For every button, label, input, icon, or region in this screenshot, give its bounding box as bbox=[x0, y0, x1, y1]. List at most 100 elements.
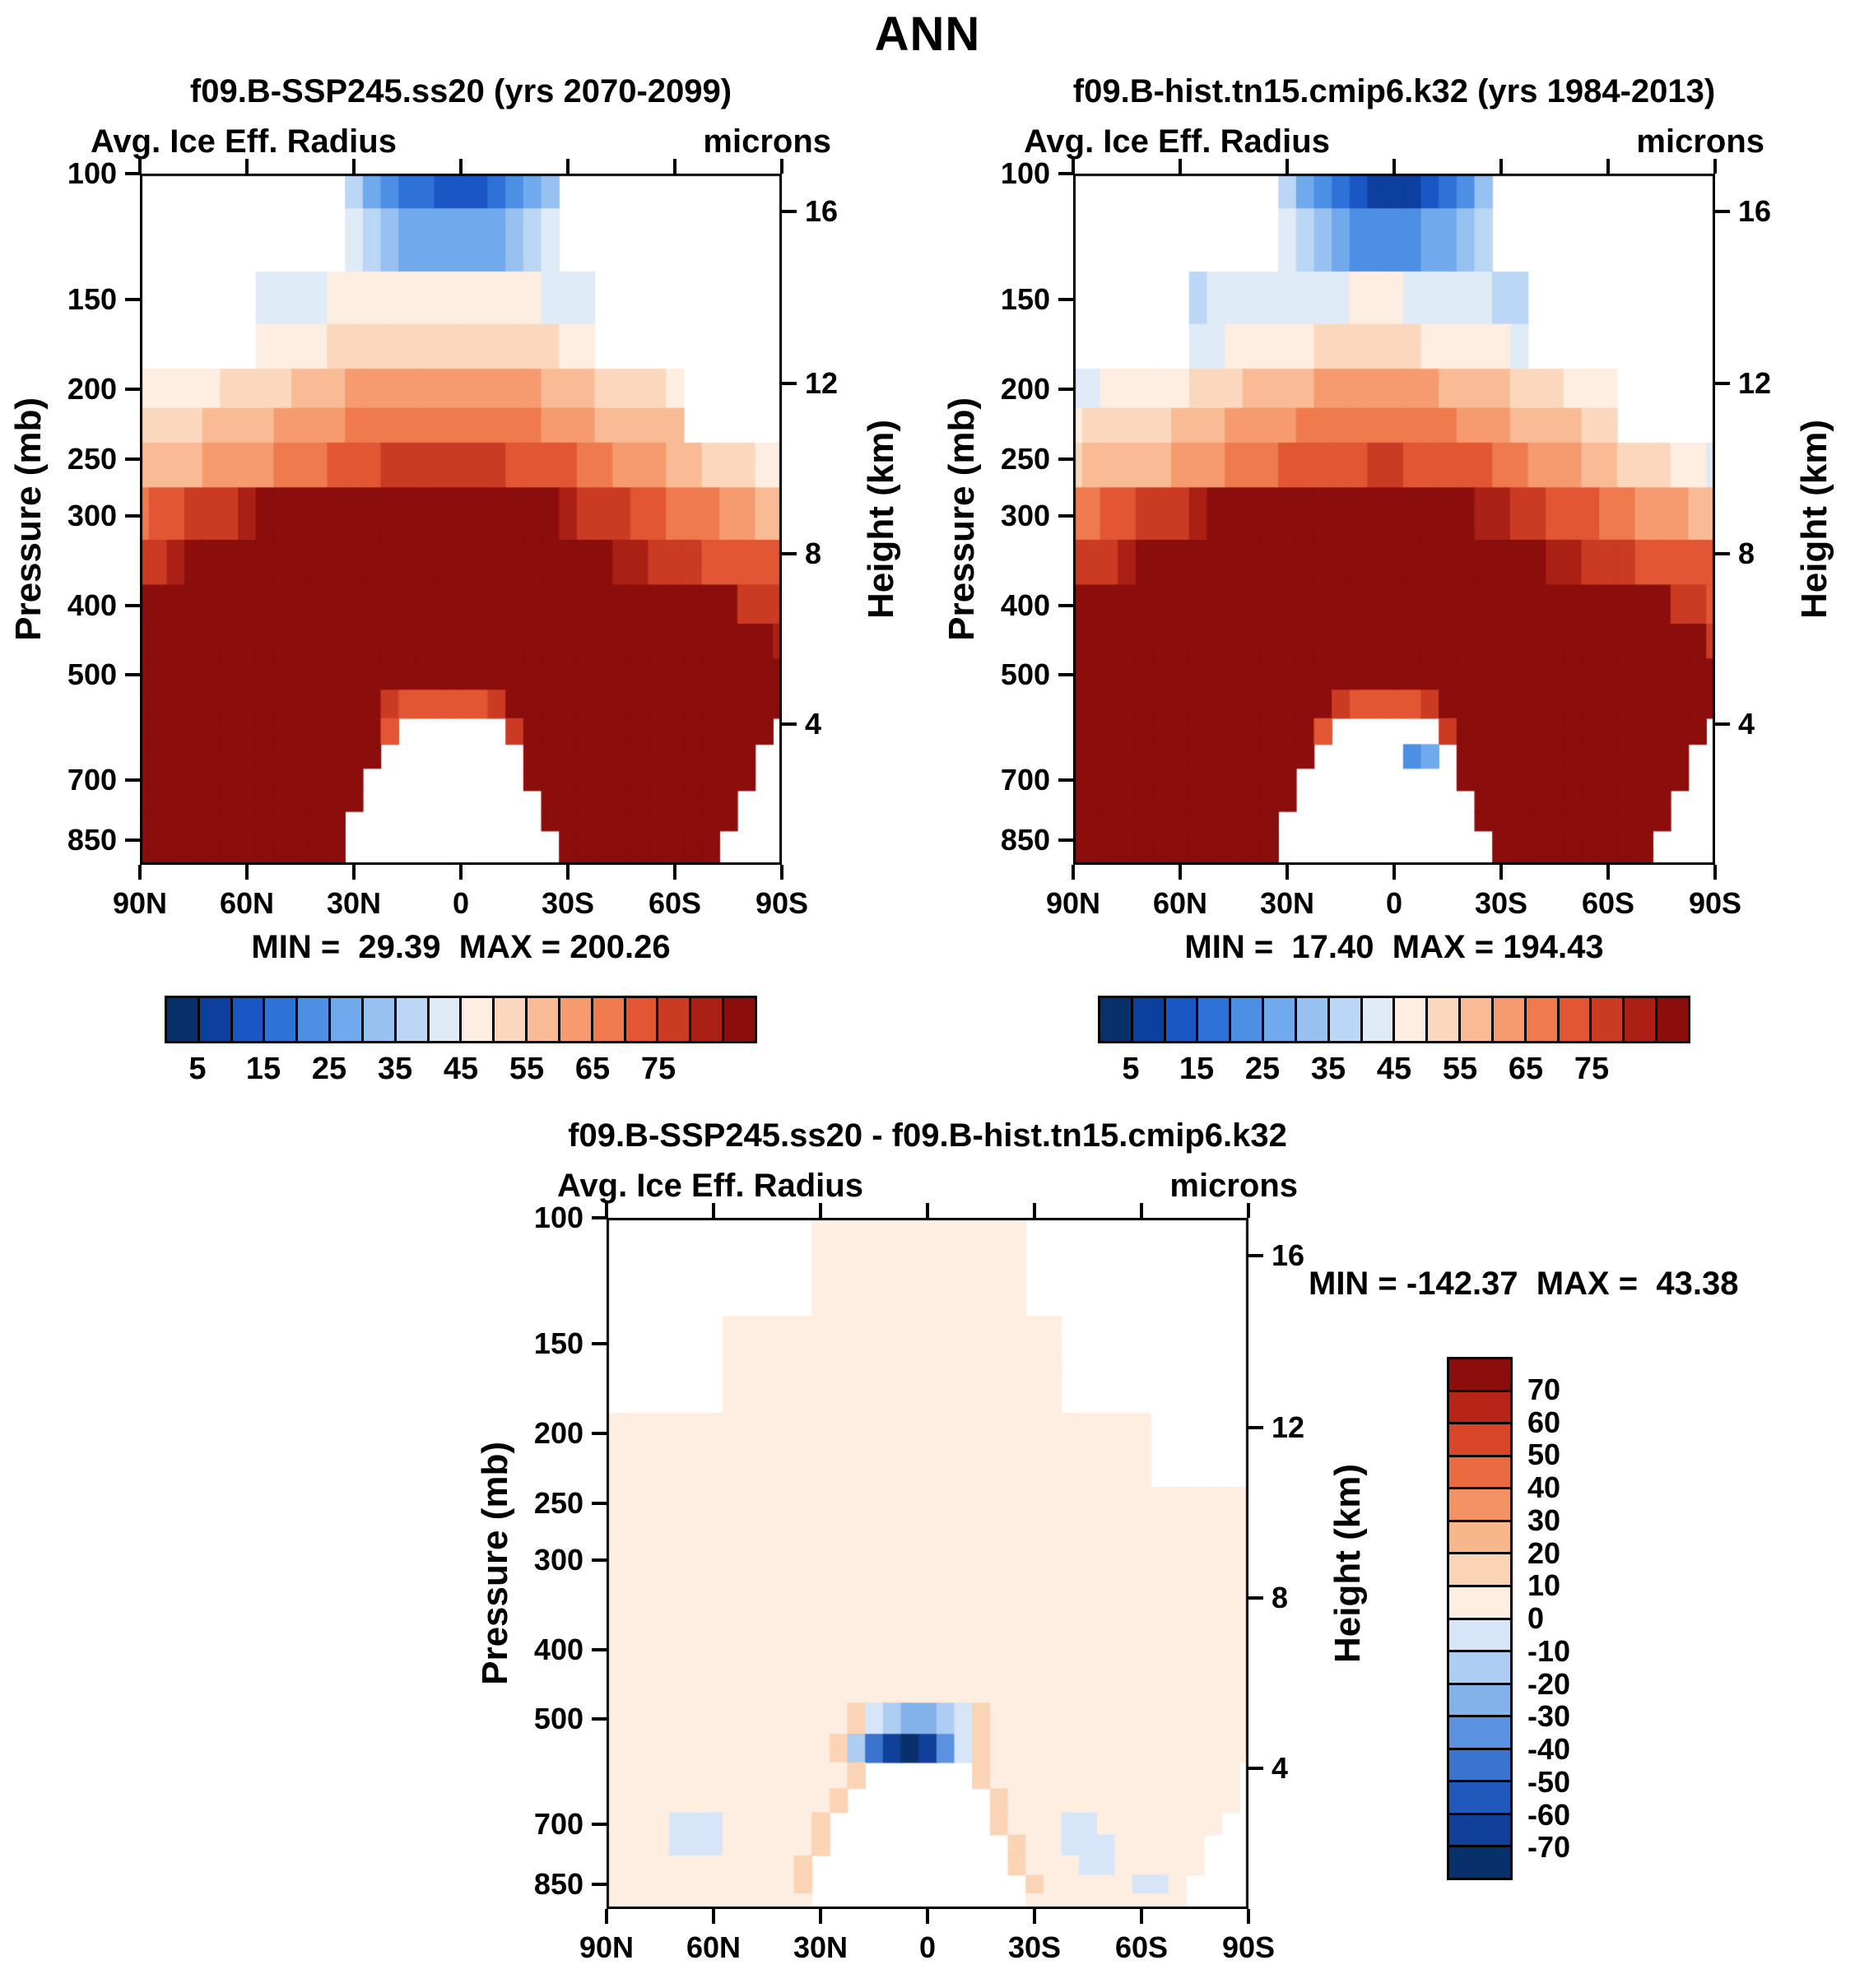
colorbar-tick-label: 30 bbox=[1527, 1503, 1561, 1537]
pressure-tick bbox=[592, 1342, 607, 1346]
latitude-tick bbox=[605, 1203, 608, 1218]
pressure-tick-label: 200 bbox=[67, 372, 117, 406]
latitude-tick-label: 90N bbox=[112, 886, 168, 920]
colorbar-box bbox=[1447, 1389, 1513, 1425]
colorbar-box bbox=[393, 996, 430, 1043]
colorbar-box bbox=[1130, 996, 1166, 1043]
latitude-tick-label: 0 bbox=[452, 886, 470, 920]
colorbar-vertical: 70 60 50 40 30 20 10 0 -10 -20 -30 -40 -50 -60 -70 bbox=[1447, 1357, 1570, 1880]
colorbar-box bbox=[1447, 1747, 1513, 1783]
colorbar-tick-label: 15 bbox=[1179, 1052, 1215, 1086]
colorbar-tick-label: 70 bbox=[1527, 1372, 1561, 1406]
pressure-tick bbox=[125, 513, 140, 518]
pressure-tick-label: 150 bbox=[1000, 282, 1050, 317]
pressure-tick-label: 850 bbox=[1000, 823, 1050, 857]
pressure-tick-label: 500 bbox=[1000, 657, 1050, 692]
minmax-label: MIN = -142.37 MAX = 43.38 bbox=[1309, 1266, 1739, 1302]
height-tick-label: 16 bbox=[805, 194, 839, 229]
colorbar-horizontal: 5 15 25 35 45 55 65 75 bbox=[165, 996, 757, 1086]
colorbar-tick-label: 65 bbox=[1508, 1052, 1544, 1086]
pressure-tick bbox=[125, 838, 140, 843]
subtitle-row: Avg. Ice Eff. Radius microns bbox=[91, 123, 831, 160]
colorbar-tick-label: 0 bbox=[1527, 1601, 1545, 1635]
pressure-tick bbox=[592, 1647, 607, 1651]
latitude-tick bbox=[926, 1909, 929, 1924]
pressure-tick-label: 300 bbox=[67, 498, 117, 532]
height-tick-label: 12 bbox=[1272, 1410, 1305, 1444]
height-tick bbox=[1248, 1425, 1263, 1429]
height-tick-label: 8 bbox=[805, 536, 822, 571]
latitude-tick-label: 30S bbox=[1474, 886, 1528, 920]
latitude-tick bbox=[1032, 1203, 1036, 1218]
height-tick-label: 12 bbox=[805, 365, 839, 400]
latitude-tick bbox=[780, 159, 783, 174]
pressure-tick bbox=[125, 603, 140, 607]
top-row: f09.B-SSP245.ss20 (yrs 2070-2099) Avg. I… bbox=[0, 67, 1855, 1089]
pressure-tick bbox=[1058, 388, 1073, 392]
colorbar-box bbox=[1327, 996, 1363, 1043]
minmax-label: MIN = 17.40 MAX = 194.43 bbox=[1184, 929, 1604, 965]
latitude-tick bbox=[1285, 865, 1289, 880]
colorbar-tick-label: 25 bbox=[311, 1052, 347, 1086]
colorbar-box bbox=[590, 996, 626, 1043]
panel-ssp245: f09.B-SSP245.ss20 (yrs 2070-2099) Avg. I… bbox=[8, 67, 914, 1089]
colorbar-box bbox=[1425, 996, 1462, 1043]
pressure-tick-label: 850 bbox=[67, 823, 117, 857]
latitude-tick-label: 30N bbox=[793, 1930, 848, 1964]
colorbar-tick-label: -20 bbox=[1527, 1666, 1571, 1701]
latitude-tick bbox=[351, 865, 356, 880]
pressure-tick-label: 400 bbox=[67, 588, 117, 622]
latitude-tick bbox=[711, 1909, 715, 1924]
pressure-tick bbox=[1058, 513, 1073, 518]
height-tick bbox=[1248, 1254, 1263, 1258]
latitude-tick bbox=[1713, 159, 1717, 174]
colorbar-tick-label: 45 bbox=[1376, 1052, 1412, 1086]
pressure-tick-label: 150 bbox=[533, 1326, 583, 1361]
difference-stats-block: MIN = -142.37 MAX = 43.38 70 60 50 40 30 20 10… bbox=[1309, 1266, 1802, 1880]
height-tick bbox=[1248, 1596, 1263, 1600]
latitude-tick bbox=[1499, 865, 1503, 880]
colorbar-box bbox=[1447, 1780, 1513, 1815]
colorbar-box bbox=[1523, 996, 1560, 1043]
contour-plot: 100 150 200 250 300 400 500 700 850 16 12 8 4 90N 60N 3… bbox=[534, 1201, 1304, 1964]
latitude-tick bbox=[138, 865, 142, 880]
latitude-tick bbox=[673, 159, 676, 174]
pressure-tick bbox=[1058, 457, 1073, 461]
pressure-tick bbox=[125, 673, 140, 677]
colorbar-box bbox=[1360, 996, 1396, 1043]
panel-title: f09.B-hist.tn15.cmip6.k32 (yrs 1984-2013… bbox=[1072, 73, 1716, 109]
colorbar-tick-label: 50 bbox=[1527, 1438, 1561, 1472]
height-tick bbox=[1248, 1767, 1263, 1771]
colorbar-tick-label: 15 bbox=[245, 1052, 281, 1086]
colorbar-box bbox=[1392, 996, 1429, 1043]
latitude-tick bbox=[1072, 865, 1075, 880]
pressure-tick bbox=[592, 1501, 607, 1505]
colorbar-box bbox=[689, 996, 725, 1043]
subtitle-row: Avg. Ice Eff. Radius microns bbox=[1024, 123, 1764, 160]
latitude-tick bbox=[1285, 159, 1289, 174]
height-tick-label: 8 bbox=[1272, 1581, 1289, 1615]
pressure-axis-title: Pressure (mb) bbox=[941, 397, 982, 641]
latitude-tick bbox=[1392, 159, 1396, 174]
colorbar-box bbox=[1556, 996, 1592, 1043]
colorbar-box bbox=[492, 996, 528, 1043]
pressure-tick-label: 300 bbox=[533, 1542, 583, 1577]
colorbar-tick-label: 10 bbox=[1527, 1568, 1561, 1603]
pressure-tick bbox=[125, 172, 140, 175]
colorbar-strip bbox=[165, 996, 757, 1043]
pressure-tick-label: 300 bbox=[1000, 498, 1050, 532]
height-tick bbox=[1715, 210, 1730, 214]
colorbar-tick-label: -40 bbox=[1527, 1732, 1571, 1766]
pressure-tick bbox=[592, 1717, 607, 1721]
colorbar-tick-label: 35 bbox=[377, 1052, 413, 1086]
units-label: microns bbox=[1169, 1168, 1298, 1204]
field-label: Avg. Ice Eff. Radius bbox=[1024, 123, 1330, 160]
pressure-tick-label: 100 bbox=[533, 1201, 583, 1234]
colorbar-box bbox=[459, 996, 495, 1043]
latitude-tick bbox=[1140, 1909, 1143, 1924]
pressure-tick bbox=[125, 457, 140, 461]
latitude-tick bbox=[1178, 159, 1182, 174]
latitude-tick bbox=[780, 865, 783, 880]
height-axis-title: Height (km) bbox=[861, 420, 901, 619]
latitude-tick bbox=[711, 1203, 715, 1218]
